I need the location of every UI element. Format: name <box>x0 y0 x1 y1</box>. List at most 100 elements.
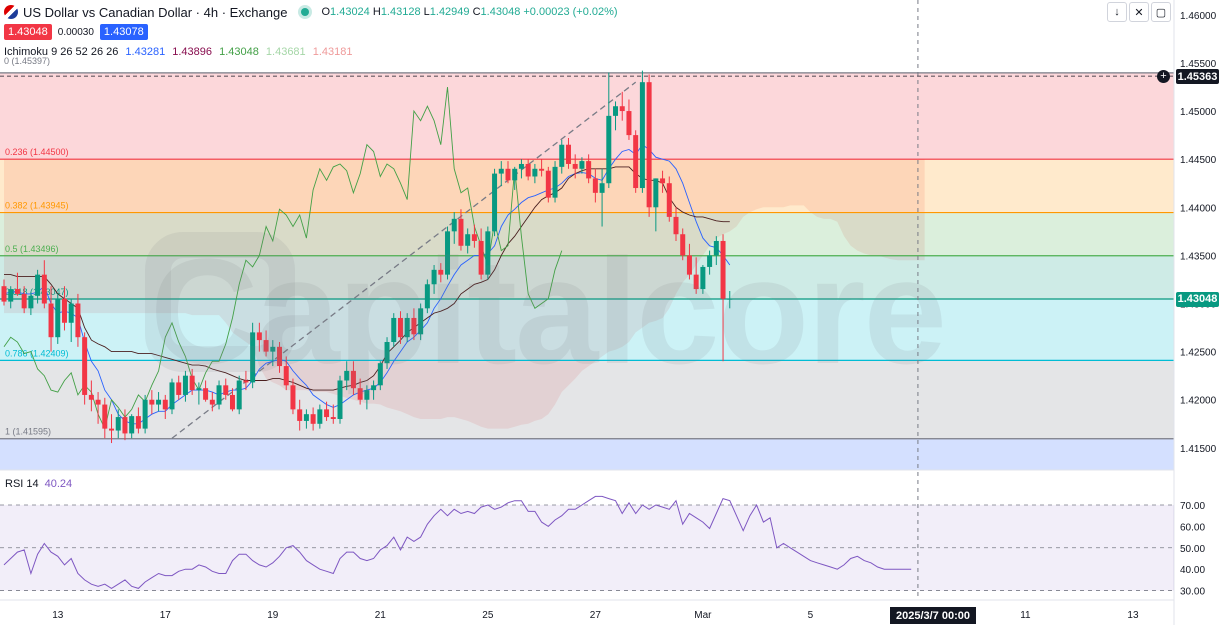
candle-body <box>115 417 121 431</box>
candle-body <box>156 399 162 405</box>
candle-body <box>539 168 545 171</box>
candle-body <box>337 380 343 419</box>
candle-body <box>445 231 451 275</box>
candlesticks <box>1 70 733 444</box>
price-tick-label: 1.42000 <box>1180 396 1217 407</box>
collapse-icon[interactable]: ✕ <box>1129 2 1149 22</box>
candle-body <box>283 366 289 386</box>
fib-level-label: 0.236 (1.44500) <box>5 147 69 157</box>
candle-body <box>599 183 605 193</box>
candle-body <box>243 380 249 383</box>
rsi-tick-label: 50.00 <box>1180 544 1205 555</box>
time-tick-label: 19 <box>267 610 279 621</box>
time-tick-label: 13 <box>1127 610 1139 621</box>
candle-body <box>109 428 115 431</box>
add-alert-icon[interactable]: + <box>1157 70 1170 84</box>
fib-extension-zone <box>0 438 1174 470</box>
fib-zone <box>0 298 1174 361</box>
kumo-cloud <box>4 159 925 429</box>
candle-body <box>626 111 632 136</box>
candle-body <box>14 289 20 294</box>
time-tick-label: 25 <box>482 610 494 621</box>
candle-body <box>686 255 692 275</box>
candle-body <box>350 370 356 389</box>
arrow-down-icon[interactable]: ↓ <box>1107 2 1127 22</box>
buy-price-button[interactable]: 1.43078 <box>99 24 148 40</box>
trend-line-dashed <box>171 81 637 439</box>
candle-body <box>565 144 571 164</box>
crosshair-price-label: 1.45363 <box>1176 69 1219 85</box>
candle-body <box>458 218 464 246</box>
candle-body <box>465 234 471 246</box>
candle-body <box>303 414 309 421</box>
trend-line <box>171 81 637 439</box>
candle-body <box>619 106 625 112</box>
candle-body <box>88 394 94 400</box>
fib-zone <box>0 72 1174 160</box>
candle-body <box>653 178 659 208</box>
candle-body <box>196 388 202 391</box>
time-tick-label: 21 <box>375 610 387 621</box>
candle-body <box>290 385 296 410</box>
candle-body <box>404 317 410 338</box>
crosshair-date-label: 2025/3/7 00:00 <box>890 607 976 624</box>
candle-body <box>579 161 585 169</box>
candle-body <box>68 303 74 323</box>
candle-body <box>223 385 229 395</box>
candle-body <box>586 161 592 179</box>
candle-body <box>371 385 377 391</box>
rsi-tick-label: 30.00 <box>1180 587 1205 598</box>
candle-body <box>203 388 209 400</box>
candle-body <box>122 417 128 434</box>
candle-body <box>545 170 551 198</box>
rsi-legend[interactable]: RSI 14 40.24 <box>5 478 73 490</box>
candle-body <box>438 269 444 275</box>
time-tick-label: 13 <box>52 610 64 621</box>
price-tick-label: 1.42500 <box>1180 348 1217 359</box>
candle-body <box>176 382 182 395</box>
sell-price-button[interactable]: 1.43048 <box>4 24 52 40</box>
candle-body <box>559 144 565 167</box>
rsi-pane <box>0 495 1174 591</box>
candle-body <box>639 82 645 189</box>
candle-body <box>391 317 397 343</box>
fib-zone <box>0 212 1174 256</box>
candle-body <box>48 303 54 338</box>
candle-body <box>384 342 390 364</box>
candle-body <box>431 269 437 285</box>
symbol-title[interactable]: US Dollar vs Canadian Dollar · 4h · Exch… <box>23 4 288 20</box>
candle-body <box>182 375 188 395</box>
candle-body <box>129 416 135 434</box>
rsi-tick-label: 40.00 <box>1180 565 1205 576</box>
price-tick-label: 1.43500 <box>1180 251 1217 262</box>
candle-body <box>451 218 457 232</box>
candle-body <box>162 399 168 410</box>
chart-header: US Dollar vs Canadian Dollar · 4h · Exch… <box>4 3 618 21</box>
candle-body <box>525 163 531 177</box>
rsi-tick-label: 60.00 <box>1180 522 1205 533</box>
candle-body <box>1 286 7 302</box>
candle-body <box>95 399 101 405</box>
spread-value: 0.00030 <box>57 26 94 38</box>
candle-body <box>324 409 330 418</box>
candle-body <box>236 380 242 410</box>
candle-body <box>606 115 612 184</box>
candle-body <box>216 385 222 405</box>
last-price-label: 1.43048 <box>1176 291 1219 307</box>
candle-body <box>209 399 215 405</box>
price-tick-label: 1.44000 <box>1180 203 1217 214</box>
candle-body <box>297 409 303 421</box>
candle-body <box>673 216 679 235</box>
candle-body <box>55 298 61 338</box>
ichimoku-legend[interactable]: Ichimoku 9 26 52 26 26 1.43281 1.43896 1… <box>4 46 353 58</box>
usd-cad-flag-icon <box>4 5 18 19</box>
candle-body <box>707 255 713 267</box>
candle-body <box>478 240 484 275</box>
rsi-line <box>3 495 912 589</box>
ohlc-values: O1.43024 H1.43128 L1.42949 C1.43048 +0.0… <box>321 6 618 18</box>
candle-body <box>35 274 41 296</box>
candle-body <box>418 308 424 335</box>
fullscreen-icon[interactable]: ▢ <box>1151 2 1171 22</box>
